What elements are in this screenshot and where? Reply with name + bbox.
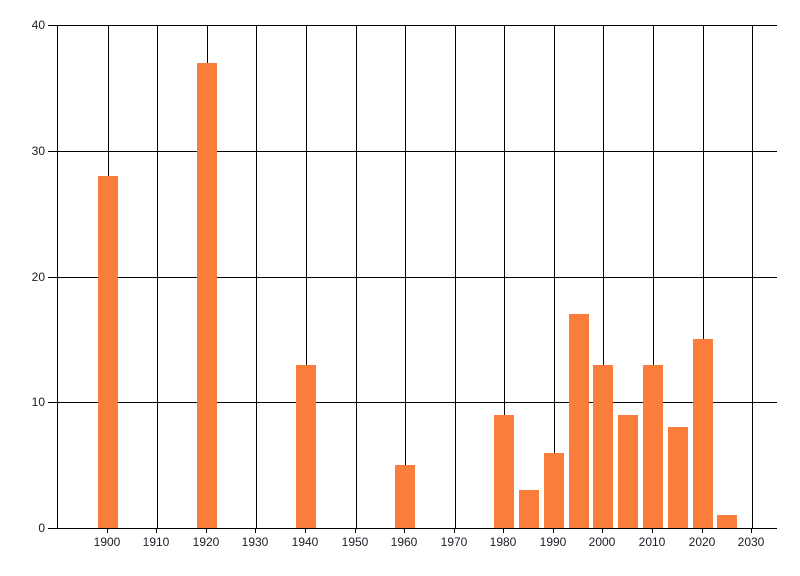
bar	[544, 453, 564, 528]
bar	[569, 314, 589, 528]
x-tick-label: 1970	[440, 535, 468, 549]
y-tick	[48, 151, 57, 152]
x-tick	[652, 529, 653, 533]
x-tick	[355, 529, 356, 533]
x-tick-label: 1910	[142, 535, 170, 549]
x-tick	[305, 529, 306, 533]
x-tick	[553, 529, 554, 533]
v-gridline	[405, 25, 406, 528]
bar	[395, 465, 415, 528]
y-tick-label: 30	[31, 144, 45, 158]
bar	[593, 365, 613, 528]
h-gridline	[58, 151, 777, 152]
v-gridline	[752, 25, 753, 528]
h-gridline	[58, 402, 777, 403]
x-tick	[702, 529, 703, 533]
x-tick	[206, 529, 207, 533]
bar	[197, 63, 217, 528]
x-tick	[255, 529, 256, 533]
y-tick	[48, 25, 57, 26]
x-tick-label: 1980	[489, 535, 517, 549]
bar	[494, 415, 514, 528]
x-tick-label: 1950	[341, 535, 369, 549]
x-tick-label: 2000	[588, 535, 616, 549]
x-tick-label: 1930	[241, 535, 269, 549]
x-tick	[751, 529, 752, 533]
y-tick-label: 20	[31, 270, 45, 284]
v-gridline	[554, 25, 555, 528]
bar	[98, 176, 118, 528]
bar	[519, 490, 539, 528]
x-tick-label: 1990	[539, 535, 567, 549]
x-tick	[503, 529, 504, 533]
v-gridline	[703, 25, 704, 528]
x-tick	[107, 529, 108, 533]
x-tick	[404, 529, 405, 533]
v-gridline	[653, 25, 654, 528]
y-tick-label: 0	[38, 521, 45, 535]
x-tick-label: 1960	[390, 535, 418, 549]
v-gridline	[603, 25, 604, 528]
h-gridline	[58, 277, 777, 278]
y-tick	[48, 527, 57, 529]
y-tick-label: 10	[31, 395, 45, 409]
x-tick-label: 2030	[737, 535, 765, 549]
v-gridline	[157, 25, 158, 528]
v-gridline	[256, 25, 257, 528]
v-gridline	[306, 25, 307, 528]
x-tick-label: 1940	[291, 535, 319, 549]
v-gridline	[455, 25, 456, 528]
x-tick-label: 1920	[192, 535, 220, 549]
bar	[643, 365, 663, 528]
bar	[717, 515, 737, 528]
bar	[668, 427, 688, 528]
plot-area	[48, 25, 777, 529]
x-tick	[454, 529, 455, 533]
v-gridline	[356, 25, 357, 528]
x-tick	[156, 529, 157, 533]
x-tick-label: 2020	[688, 535, 716, 549]
v-gridline	[504, 25, 505, 528]
y-tick	[48, 402, 57, 403]
x-tick-label: 1900	[93, 535, 121, 549]
bar	[296, 365, 316, 528]
y-tick-label: 40	[31, 18, 45, 32]
bar	[618, 415, 638, 528]
h-gridline	[58, 25, 777, 26]
x-tick	[602, 529, 603, 533]
y-tick	[48, 277, 57, 278]
x-tick-label: 2010	[638, 535, 666, 549]
bar	[693, 339, 713, 528]
